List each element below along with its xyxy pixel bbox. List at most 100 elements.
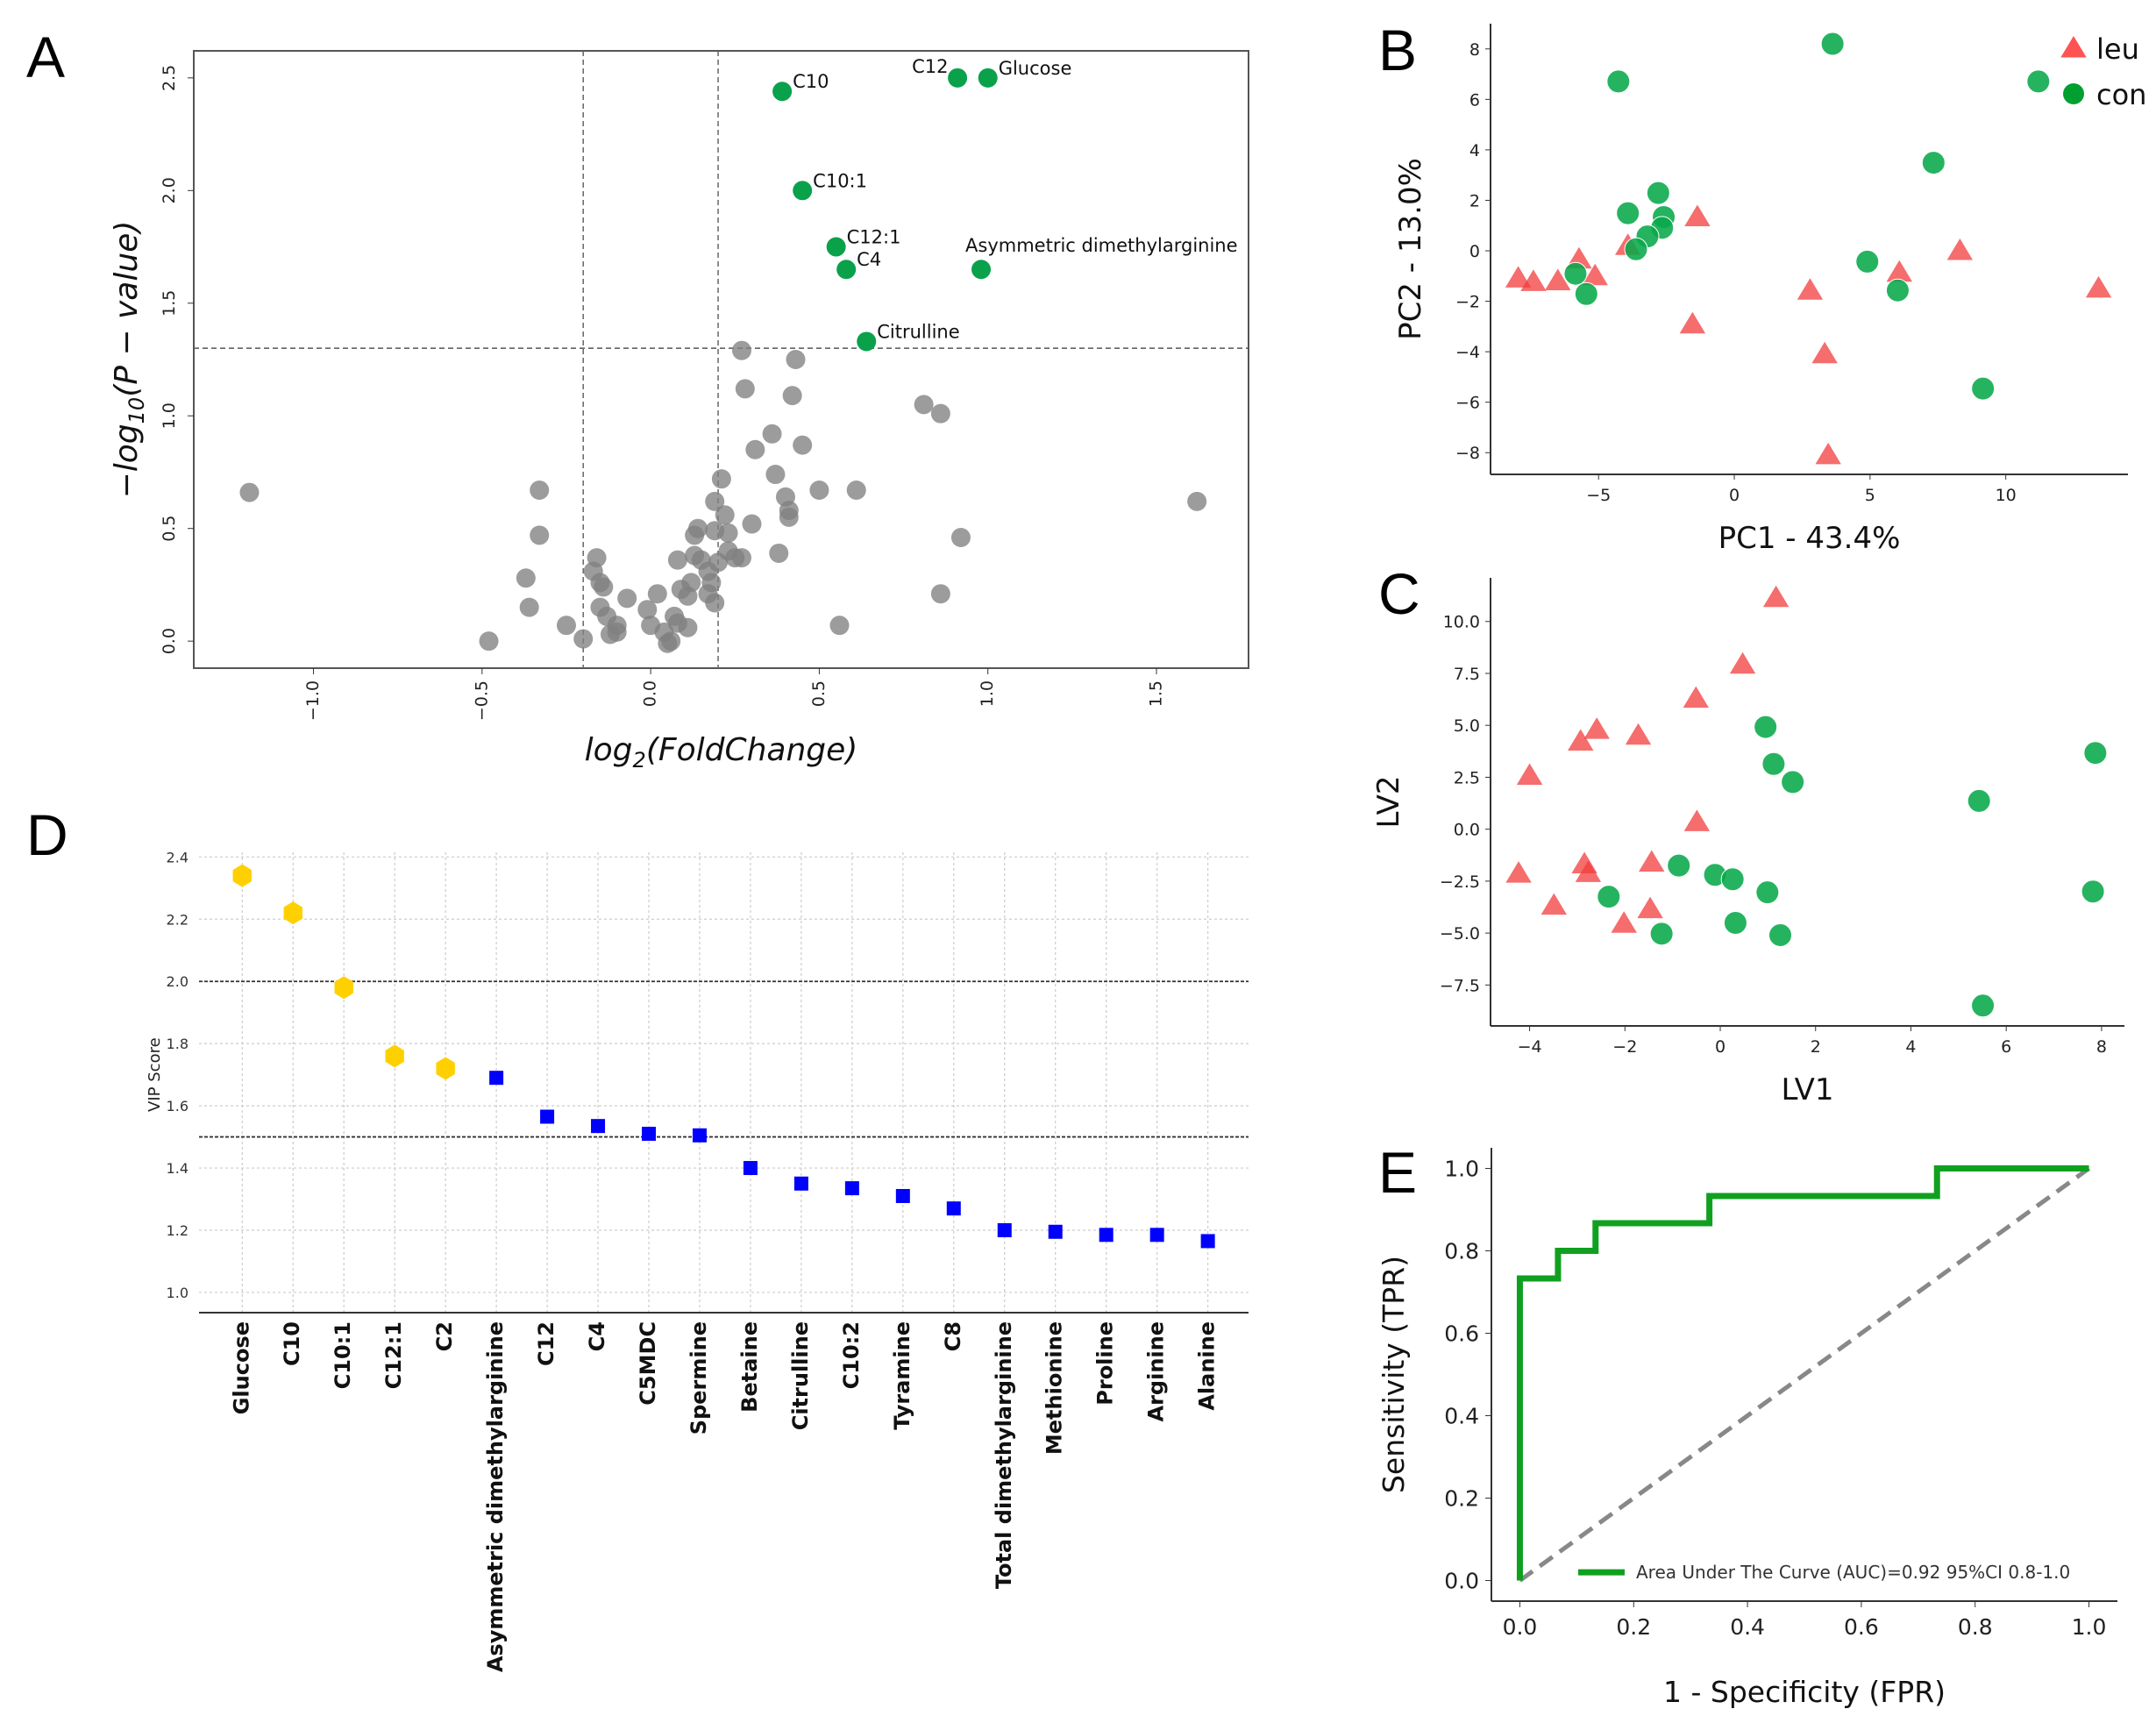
x-tick-label: 0.0: [1503, 1614, 1538, 1640]
vip-point: [946, 1201, 961, 1216]
vip-point-high: [436, 1057, 455, 1080]
leu-point: [1520, 269, 1547, 291]
con-point: [2026, 69, 2051, 94]
point-label: C10: [793, 71, 829, 92]
category-label: Asymmetric dimethylarginine: [483, 1321, 508, 1672]
nonsignificant-point: [793, 435, 813, 455]
con-point: [1971, 993, 1996, 1018]
nonsignificant-point: [661, 631, 681, 652]
y-tick-label: −6: [1455, 394, 1480, 413]
category-label: C4: [585, 1321, 609, 1351]
vip-point: [844, 1181, 859, 1196]
con-point: [1649, 922, 1674, 946]
significant-point: [772, 82, 793, 102]
x-tick-label: −5: [1586, 486, 1611, 505]
con-point: [1755, 880, 1780, 905]
con-point: [1921, 151, 1946, 175]
nonsignificant-point: [765, 465, 786, 485]
nonsignificant-point: [715, 505, 735, 525]
vip-point: [692, 1128, 707, 1143]
x-tick-label: 0.0: [641, 680, 660, 707]
point-label: C12: [912, 56, 948, 77]
nonsignificant-point: [779, 507, 799, 527]
nonsignificant-point: [782, 386, 802, 406]
con-point: [1855, 249, 1880, 274]
nonsignificant-point: [930, 403, 950, 424]
nonsignificant-point: [846, 481, 866, 501]
pca-score-plot: −5 0 5 10 −8 −6 −4 −2 0 2 4 6 8 PC1 - 43.4% PC2 - 13.0…: [1393, 24, 2146, 556]
panel-label-c: C: [1378, 561, 1420, 626]
leu-point: [1729, 652, 1756, 674]
y-tick-label: 1.5: [160, 290, 179, 317]
y-tick-label: 0.0: [1444, 1569, 1479, 1594]
category-label: Glucose: [229, 1321, 253, 1414]
y-tick-label: 0.4: [1444, 1404, 1479, 1429]
x-tick-label: −2: [1612, 1037, 1637, 1057]
y-tick-label: 2.0: [160, 177, 179, 203]
y-tick-label: 0.0: [1454, 821, 1480, 840]
nonsignificant-point: [239, 482, 260, 502]
legend-triangle-icon: [2060, 36, 2087, 58]
vip-point-high: [385, 1044, 404, 1068]
con-point: [1967, 788, 1991, 813]
con-point: [1646, 181, 1670, 205]
category-label: Betaine: [737, 1321, 762, 1413]
y-tick-label: 0.0: [160, 628, 179, 654]
con-point: [1971, 376, 1996, 401]
y-axis-title: −log10(P − value): [109, 221, 149, 499]
y-axis-title: Sensitivity (TPR): [1377, 1256, 1411, 1493]
nonsignificant-point: [516, 568, 536, 588]
vip-point: [591, 1119, 606, 1134]
con-point: [2081, 879, 2105, 904]
category-label: C5MDC: [636, 1321, 660, 1406]
leu-point: [1679, 311, 1706, 334]
leu-point: [2085, 275, 2112, 298]
category-label: C8: [941, 1321, 965, 1351]
con-point: [1597, 885, 1621, 909]
nonsignificant-point: [701, 573, 722, 593]
y-axis-title: PC2 - 13.0%: [1393, 158, 1428, 340]
leu-point: [1575, 860, 1602, 882]
category-label: C10: [280, 1321, 304, 1366]
legend: leu con: [2060, 32, 2146, 111]
vip-point: [1048, 1224, 1063, 1239]
nonsignificant-point: [731, 548, 751, 568]
nonsignificant-point: [705, 593, 725, 613]
y-tick-label: 1.4: [167, 1160, 189, 1177]
nonsignificant-point: [809, 481, 829, 501]
x-tick-label: 0: [1715, 1037, 1726, 1057]
y-tick-label: −8: [1455, 444, 1480, 463]
x-axis-title: log2(FoldChange): [585, 732, 858, 773]
vip-point: [540, 1109, 555, 1124]
x-tick-label: 0.4: [1730, 1614, 1765, 1640]
panel-label-e: E: [1378, 1140, 1417, 1205]
y-tick-label: 1.0: [1444, 1157, 1479, 1182]
x-axis-title: PC1 - 43.4%: [1718, 521, 1901, 556]
vip-point: [743, 1161, 758, 1176]
y-tick-label: 5.0: [1454, 716, 1480, 736]
y-tick-label: 0.8: [1444, 1239, 1479, 1264]
category-label: Tyramine: [890, 1321, 914, 1430]
category-label: Total dimethylarginine: [992, 1321, 1016, 1589]
nonsignificant-point: [530, 525, 550, 545]
y-tick-label: 0.6: [1444, 1321, 1479, 1347]
nonsignificant-point: [745, 439, 765, 459]
con-point: [1754, 715, 1778, 739]
volcano-plot: −1.0 −0.5 0.0 0.5 1.0 1.5 0.0 0.5 1.0 1.5 2.0 2.5 C1…: [109, 50, 1249, 773]
x-tick-label: 1.5: [1147, 680, 1166, 707]
nonsignificant-point: [829, 616, 850, 636]
leu-point: [1684, 204, 1711, 226]
legend-label: leu: [2096, 32, 2139, 66]
y-tick-label: 8: [1469, 40, 1480, 60]
vip-point: [1099, 1228, 1114, 1242]
x-tick-label: −1.0: [303, 680, 323, 721]
leu-point: [1637, 896, 1663, 919]
con-point: [2083, 741, 2108, 765]
con-point: [1574, 281, 1598, 306]
significant-point: [857, 331, 877, 352]
point-label: C12:1: [847, 227, 901, 248]
y-tick-label: 1.6: [167, 1098, 189, 1114]
con-point: [1820, 32, 1845, 56]
significant-point: [836, 260, 857, 280]
chance-diagonal-line: [1518, 1166, 2091, 1583]
